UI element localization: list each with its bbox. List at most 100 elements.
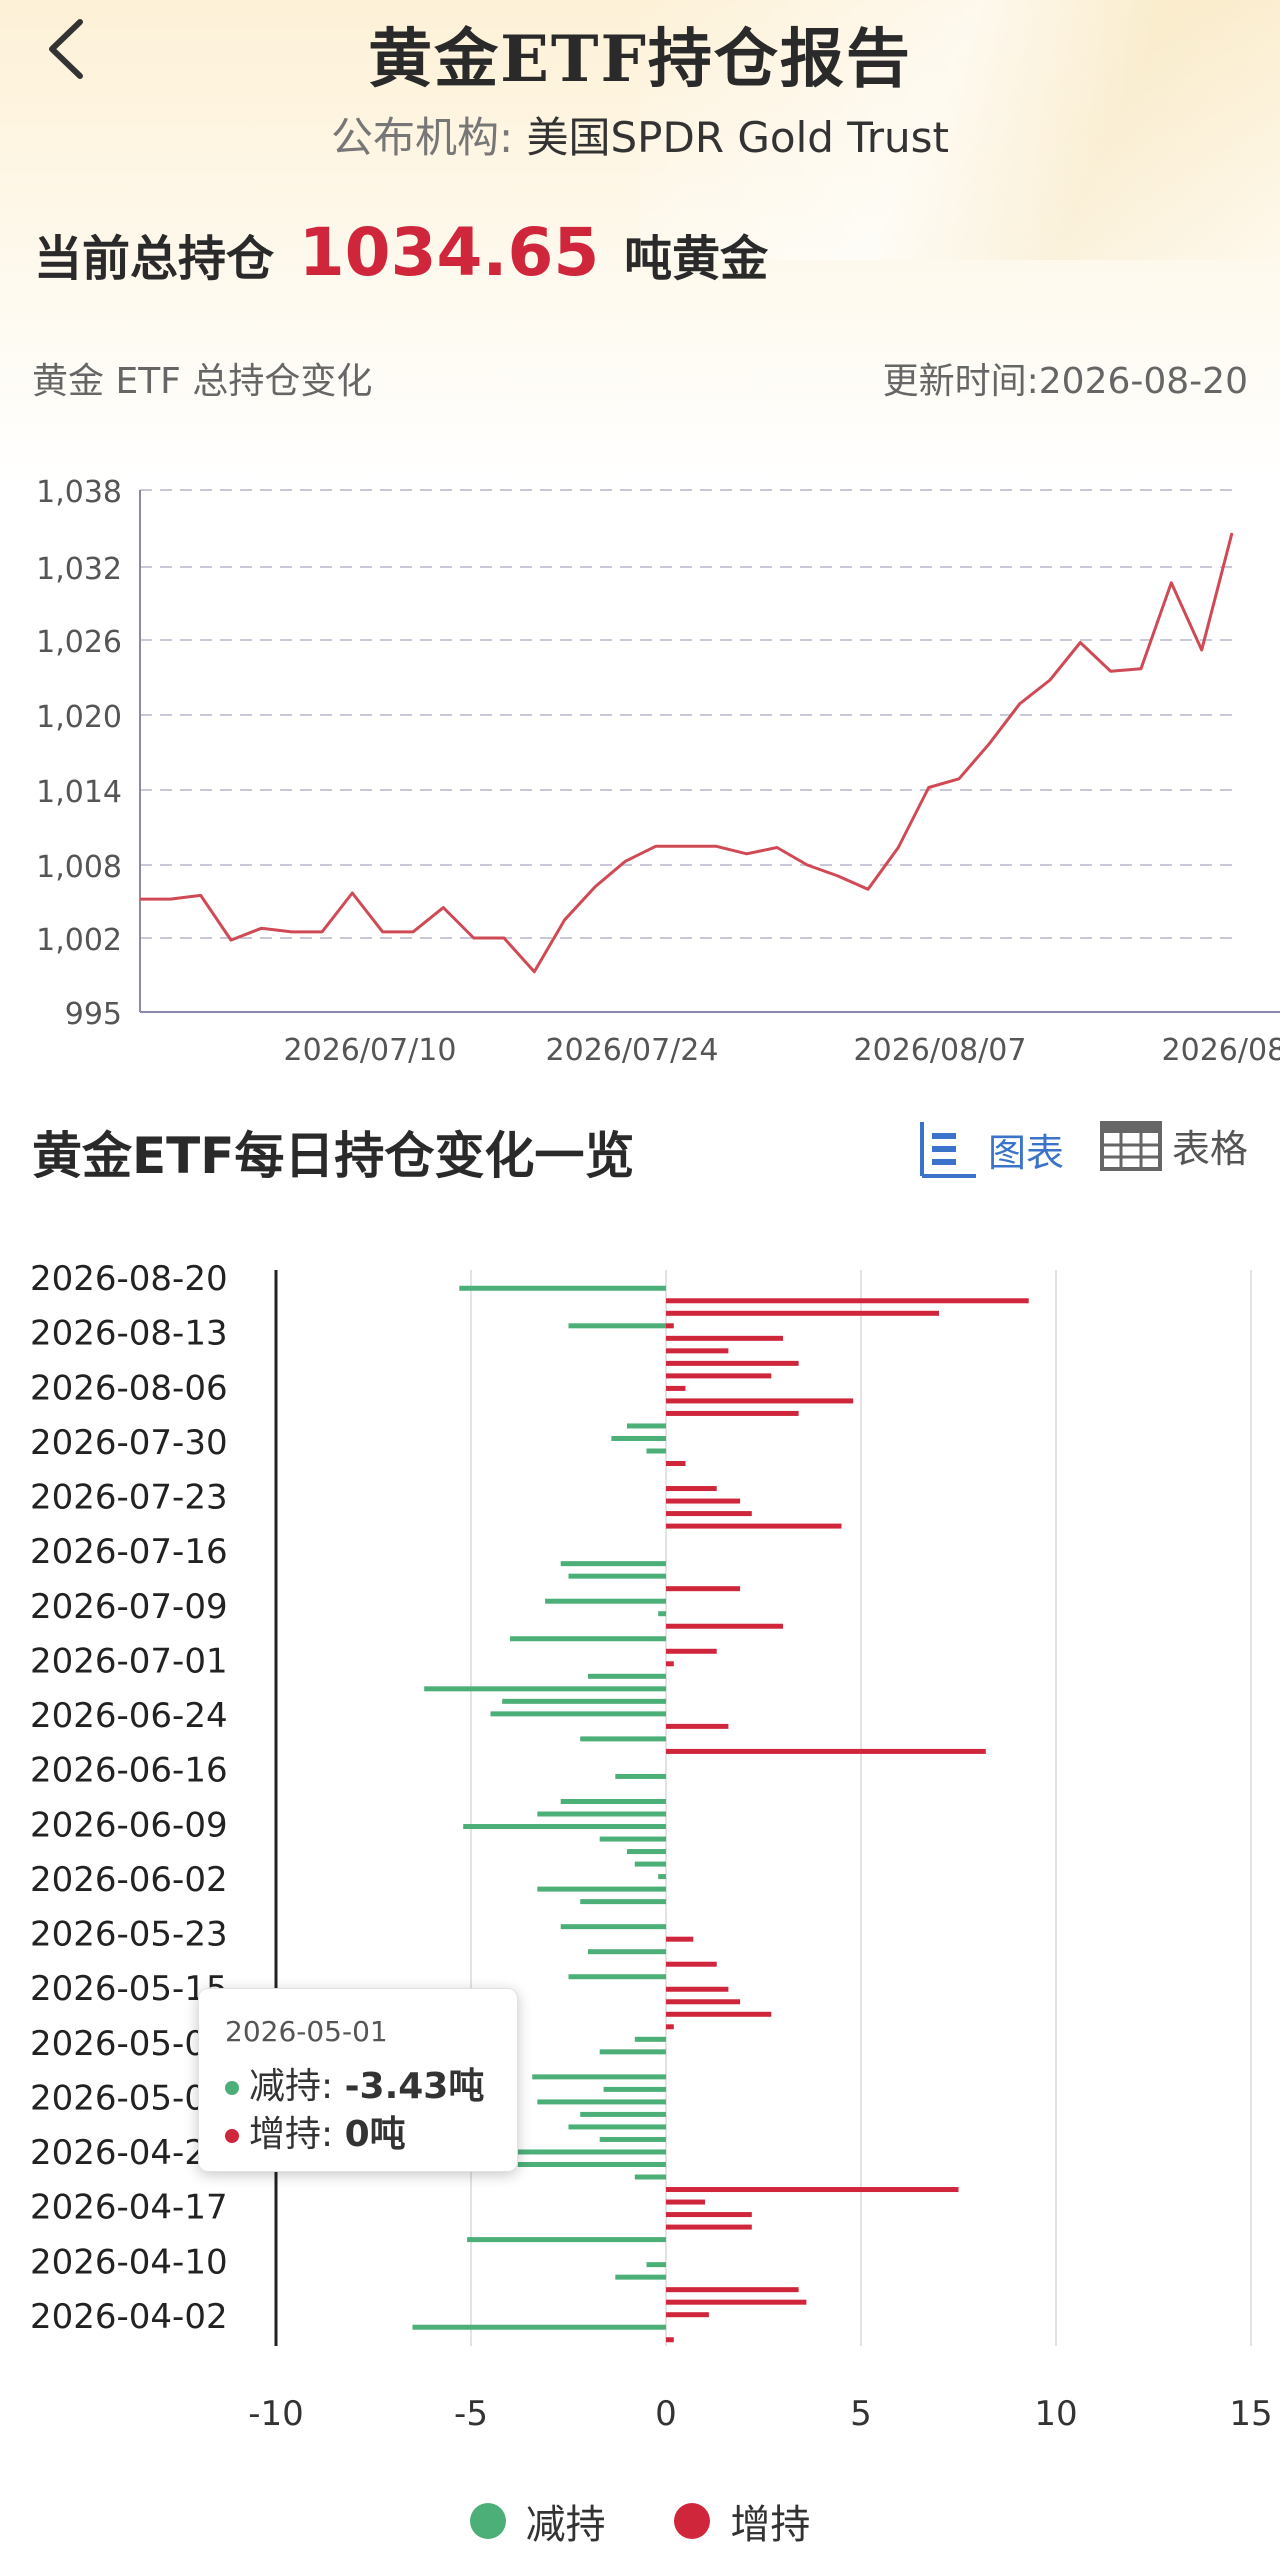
reduce-bar xyxy=(467,2237,666,2243)
reduce-bar xyxy=(537,1886,666,1892)
y-tick-label: 2026-06-16 xyxy=(30,1751,228,1791)
reduce-bar xyxy=(537,1811,666,1817)
increase-bar xyxy=(666,1298,1029,1304)
y-tick-label: 2026-04-17 xyxy=(30,2188,228,2228)
legend-increase-label: 增持 xyxy=(730,2502,811,2548)
y-tick-label: 1,026 xyxy=(36,625,122,660)
reduce-bar xyxy=(646,2262,666,2268)
y-tick-label: 2026-04-2 xyxy=(30,2133,206,2173)
tooltip-reduce-value: -3.43吨 xyxy=(344,2066,485,2107)
tooltip-date: 2026-05-01 xyxy=(225,2015,388,2048)
tooltip-increase-row: 增持: 0吨 xyxy=(225,2105,406,2157)
increase-bar xyxy=(666,1498,741,1504)
x-tick-label: -5 xyxy=(454,2394,488,2434)
increase-bar xyxy=(666,1999,741,2005)
y-tick-label: 1,008 xyxy=(36,850,122,885)
increase-bar xyxy=(666,2212,752,2218)
reduce-bar xyxy=(634,2036,666,2042)
increase-bar xyxy=(666,1335,783,1341)
y-tick-label: 2026-06-09 xyxy=(30,1805,228,1845)
reduce-bar xyxy=(646,1448,666,1454)
reduce-bar xyxy=(560,1561,666,1567)
reduce-bar xyxy=(634,1861,666,1867)
increase-bar xyxy=(666,1936,694,1942)
increase-bar xyxy=(666,1511,752,1517)
x-tick-label: 10 xyxy=(1034,2394,1077,2434)
y-tick-label: 995 xyxy=(65,997,122,1032)
y-tick-label: 2026-06-24 xyxy=(30,1696,228,1736)
x-tick-label: 2026/08/07 xyxy=(854,1033,1027,1068)
increase-bar xyxy=(666,1385,686,1391)
increase-bar xyxy=(666,1986,729,1992)
tooltip-reduce-row: 减持: -3.43吨 xyxy=(225,2057,484,2109)
reduce-bar xyxy=(580,1736,666,1742)
increase-bar xyxy=(666,1748,986,1754)
back-button[interactable] xyxy=(40,14,100,84)
reduce-bar xyxy=(537,2099,666,2105)
x-tick-label: 0 xyxy=(655,2394,677,2434)
table-grid-icon xyxy=(1100,1120,1162,1171)
reduce-bar xyxy=(510,1636,666,1642)
chevron-left-icon xyxy=(49,19,83,79)
reduce-bar xyxy=(603,2086,666,2092)
reduce-bar xyxy=(545,1598,666,1604)
increase-bar xyxy=(666,1310,939,1316)
reduce-bar xyxy=(658,1874,666,1880)
y-tick-label: 1,032 xyxy=(36,552,122,587)
y-tick-label: 2026-07-23 xyxy=(30,1478,228,1518)
y-tick-label: 2026-07-09 xyxy=(30,1587,228,1627)
tab-table-label: 表格 xyxy=(1172,1127,1249,1171)
holdings-line-chart: 1,038 1,032 1,026 1,020 1,014 1,008 1,002 995 20… xyxy=(36,475,1280,1068)
increase-bar xyxy=(666,1648,717,1654)
x-tick-label: 2026/07/10 xyxy=(284,1033,457,1068)
y-tick-label: 1,038 xyxy=(36,475,122,510)
reduce-bar xyxy=(615,2274,666,2280)
page-title: 黄金ETF持仓报告 xyxy=(368,22,912,97)
reduce-bar xyxy=(627,1849,666,1855)
list-chart-icon xyxy=(920,1122,976,1178)
reduce-bar xyxy=(611,1435,666,1441)
chart-tooltip: 2026-05-01 减持: -3.43吨 增持: 0吨 xyxy=(198,1988,518,2172)
reduce-bar xyxy=(588,1949,666,1955)
tab-chart[interactable]: 图表 xyxy=(916,1118,1064,1180)
increase-bar xyxy=(666,1623,783,1629)
y-tick-label: 2026-07-30 xyxy=(30,1423,228,1463)
reduce-bar xyxy=(532,2074,666,2080)
legend-item-reduce[interactable]: 减持 xyxy=(469,2492,606,2550)
increase-bar xyxy=(666,1661,674,1667)
x-tick-label: 2026/08/21 xyxy=(1162,1033,1280,1068)
y-tick-label: 2026-08-13 xyxy=(30,1314,228,1354)
reduce-bar xyxy=(459,1285,666,1291)
y-tick-label: 1,020 xyxy=(36,700,122,735)
legend-item-increase[interactable]: 增持 xyxy=(674,2492,810,2550)
publisher-line: 公布机构: 美国SPDR Gold Trust xyxy=(0,104,1280,165)
daily-change-section-title: 黄金ETF每日持仓变化一览 xyxy=(32,1127,635,1185)
y-tick-label: 2026-05-0 xyxy=(30,2024,206,2064)
reduce-bar xyxy=(490,1711,666,1717)
x-tick-label: 15 xyxy=(1229,2394,1272,2434)
x-tick-label: 2026/07/24 xyxy=(546,1033,719,1068)
tab-table[interactable]: 表格 xyxy=(1100,1118,1248,1173)
y-tick-label: 2026-07-16 xyxy=(30,1532,228,1572)
increase-bar xyxy=(666,1486,717,1492)
increase-bar xyxy=(666,2011,772,2017)
increase-bar xyxy=(666,1348,729,1354)
increase-bar xyxy=(666,2337,674,2343)
trend-chart-subtitle: 黄金 ETF 总持仓变化 xyxy=(32,361,373,402)
reduce-bar xyxy=(599,2136,666,2142)
current-holdings-suffix: 吨黄金 xyxy=(624,231,769,287)
y-tick-label: 2026-05-0 xyxy=(30,2078,206,2118)
y-tick-label: 2026-08-20 xyxy=(30,1259,228,1299)
reduce-bar xyxy=(599,1836,666,1842)
reduce-bar xyxy=(568,1974,666,1980)
tooltip-increase-value: 0吨 xyxy=(344,2114,406,2155)
tab-chart-label: 图表 xyxy=(988,1130,1065,1175)
increase-bar xyxy=(666,1323,674,1329)
tooltip-reduce-label: 减持: xyxy=(249,2066,334,2107)
reduce-bar xyxy=(510,2149,666,2155)
increase-bar xyxy=(666,1398,854,1404)
increase-bar xyxy=(666,1961,717,1967)
update-time: 更新时间:2026-08-20 xyxy=(882,361,1248,402)
y-tick-label: 2026-04-02 xyxy=(30,2297,228,2337)
daily-change-bar-chart[interactable]: -10 -5 0 5 10 15 2026-08-20 2026-08-13 2026-08-0… xyxy=(0,1220,1280,2480)
